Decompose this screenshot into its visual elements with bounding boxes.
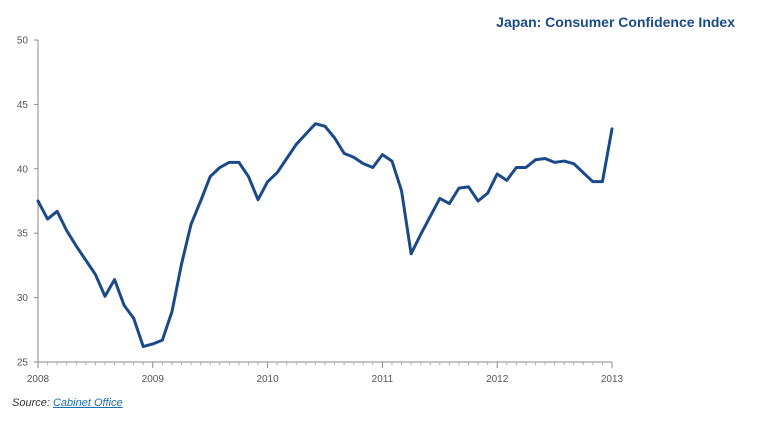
data-point bbox=[467, 185, 470, 189]
data-point bbox=[266, 180, 269, 183]
y-tick-label: 35 bbox=[17, 229, 29, 240]
data-point bbox=[572, 162, 575, 165]
data-point bbox=[285, 157, 288, 160]
data-point bbox=[237, 161, 241, 164]
data-point bbox=[438, 197, 441, 200]
data-point bbox=[170, 310, 174, 313]
data-point bbox=[562, 159, 566, 163]
data-point bbox=[122, 304, 126, 307]
data-point bbox=[429, 215, 432, 218]
source-prefix: Source: bbox=[12, 397, 53, 409]
data-point bbox=[543, 157, 547, 160]
data-point bbox=[46, 217, 49, 221]
data-point bbox=[218, 166, 221, 169]
y-tick-label: 25 bbox=[17, 358, 29, 369]
series-line-0 bbox=[36, 122, 614, 349]
source-line: Source: Cabinet Office bbox=[12, 397, 123, 409]
data-point bbox=[247, 175, 250, 178]
data-point bbox=[55, 210, 59, 213]
data-point bbox=[199, 199, 202, 203]
data-point bbox=[457, 186, 461, 190]
data-point bbox=[601, 180, 604, 183]
data-point bbox=[342, 152, 346, 155]
data-point bbox=[476, 199, 480, 203]
data-point bbox=[352, 156, 355, 159]
data-point bbox=[419, 233, 422, 236]
data-point bbox=[400, 189, 403, 192]
data-point bbox=[161, 338, 164, 342]
x-tick-label: 2012 bbox=[486, 374, 509, 385]
data-point bbox=[323, 125, 327, 128]
source-link[interactable]: Cabinet Office bbox=[52, 397, 123, 409]
data-point bbox=[448, 202, 451, 205]
data-point bbox=[534, 158, 537, 161]
x-tick-label: 2011 bbox=[372, 374, 394, 385]
data-point bbox=[142, 345, 145, 348]
data-point bbox=[180, 262, 183, 266]
y-tick-label: 30 bbox=[17, 293, 29, 304]
data-point bbox=[36, 199, 40, 203]
data-point bbox=[390, 159, 394, 163]
data-point bbox=[65, 229, 68, 232]
y-tick-label: 45 bbox=[17, 100, 29, 111]
data-point bbox=[496, 172, 499, 176]
y-tick-label: 50 bbox=[17, 36, 29, 47]
x-tick-label: 2008 bbox=[27, 374, 50, 385]
x-tick-label: 2009 bbox=[142, 374, 165, 385]
data-point bbox=[189, 222, 193, 226]
data-point bbox=[256, 198, 260, 201]
data-point bbox=[132, 317, 135, 320]
line-chart: 25 30 35 40 45 50 2008 2009 2010 2011 2012 2013 bbox=[17, 36, 624, 386]
data-point bbox=[409, 252, 413, 256]
data-point bbox=[591, 180, 595, 183]
data-point bbox=[486, 192, 489, 195]
data-point bbox=[275, 171, 279, 174]
x-tick-label: 2010 bbox=[256, 374, 279, 385]
data-point bbox=[314, 122, 317, 125]
series-layer bbox=[36, 122, 614, 349]
data-point bbox=[515, 166, 518, 169]
data-point bbox=[553, 161, 556, 164]
data-point bbox=[295, 143, 298, 146]
data-point bbox=[113, 278, 116, 281]
tick-labels: 25 30 35 40 45 50 2008 2009 2010 2011 2012 2013 bbox=[17, 36, 624, 386]
data-point bbox=[333, 136, 336, 140]
data-point bbox=[84, 259, 88, 262]
axes bbox=[34, 39, 613, 368]
data-point bbox=[505, 179, 508, 182]
data-point bbox=[94, 273, 97, 276]
data-point bbox=[75, 244, 78, 248]
data-point bbox=[304, 132, 308, 136]
data-point bbox=[228, 161, 231, 164]
data-point bbox=[151, 342, 154, 346]
chart-title: Japan: Consumer Confidence Index bbox=[496, 14, 735, 30]
data-point bbox=[371, 166, 375, 169]
data-point bbox=[524, 166, 528, 169]
data-point bbox=[362, 162, 365, 165]
data-point bbox=[103, 295, 107, 298]
data-point bbox=[209, 175, 212, 178]
data-point bbox=[610, 127, 614, 131]
y-tick-label: 40 bbox=[17, 164, 29, 175]
data-point bbox=[582, 171, 585, 174]
data-point bbox=[381, 153, 384, 156]
x-tick-label: 2013 bbox=[601, 374, 624, 385]
